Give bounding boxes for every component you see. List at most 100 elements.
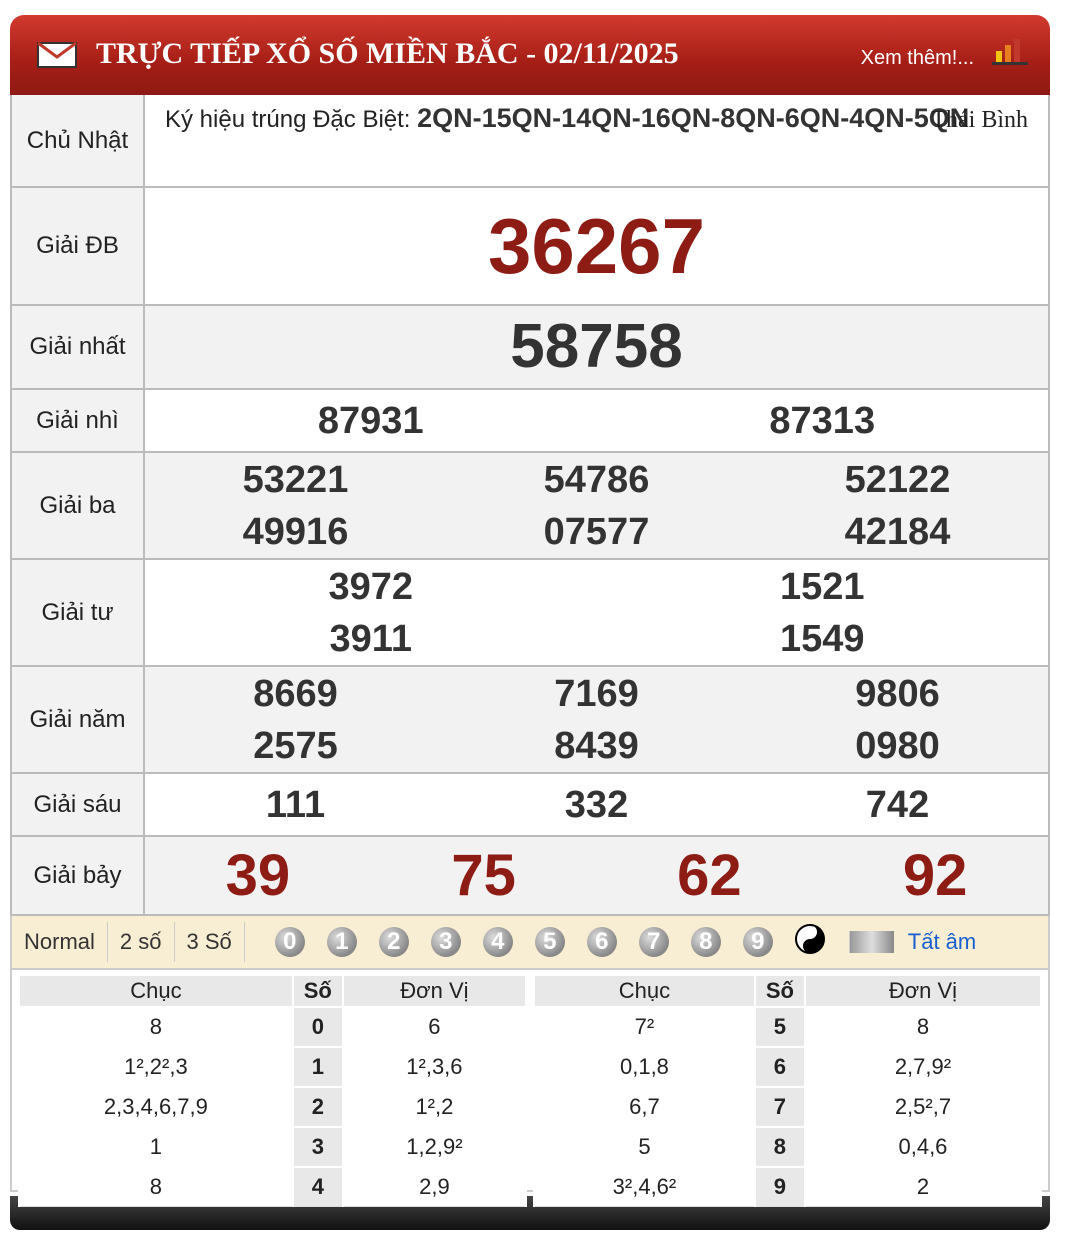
loto-chuc: 8: [18, 1006, 294, 1048]
prize-row: Giải tư 3972 1521 3911 1549: [12, 558, 1048, 665]
prize-number: 39: [225, 842, 291, 908]
prize-number: 52122: [844, 458, 951, 501]
loto-so: 8: [753, 1126, 806, 1168]
prize-label: Giải bảy: [12, 837, 145, 914]
loto-donvi: 2,9: [341, 1166, 528, 1207]
digit-ball[interactable]: 3: [430, 927, 461, 957]
prize-number: 8439: [554, 724, 639, 767]
loto-so: 7: [753, 1086, 806, 1128]
loto-so: 4: [291, 1166, 344, 1207]
prize-row: Giải năm 8669 7169 9806 2575 8439 0980: [12, 665, 1048, 772]
loto-so: 3: [291, 1126, 344, 1168]
prize-row: Giải ĐB 36267: [12, 186, 1048, 304]
prize-number: 54786: [543, 458, 650, 501]
prize-number: 2575: [253, 724, 338, 767]
prize-numbers: 36267: [145, 188, 1048, 304]
mute-button[interactable]: Tất âm: [907, 929, 977, 954]
prize-numbers: 87931 87313: [145, 390, 1048, 451]
prize-number: 8669: [253, 672, 338, 715]
prize-number: 0980: [855, 724, 940, 767]
loto-chuc: 6,7: [533, 1086, 756, 1128]
prize-number: 7169: [554, 672, 639, 715]
digit-ball[interactable]: 8: [690, 927, 721, 957]
prize-numbers: 3972 1521 3911 1549: [145, 560, 1048, 665]
prize-row: Giải bảy 39 75 62 92: [12, 835, 1048, 914]
prize-number: 1521: [779, 565, 865, 608]
day: Chủ Nhật: [12, 95, 145, 186]
digit-ball[interactable]: 9: [742, 927, 773, 957]
more-link[interactable]: Xem thêm!...: [860, 47, 974, 69]
prize-label: Giải ĐB: [12, 188, 145, 304]
loto-table: Chục Số Đơn Vị 8 0 6 1²,2²,3 1 1²,3,6 2,3,4,6,7,9…: [18, 974, 528, 1207]
prize-label: Giải tư: [12, 560, 145, 665]
prize-number: 87931: [317, 399, 424, 442]
prize-number: 58758: [510, 312, 683, 381]
loto-donvi: 1²,3,6: [341, 1046, 528, 1088]
prize-row: Giải nhất 58758: [12, 304, 1048, 388]
loto-so: 6: [753, 1046, 806, 1088]
prize-numbers: 111 332 742: [145, 774, 1048, 835]
loto-chuc: 5: [533, 1126, 756, 1168]
widget: TRỰC TIẾP XỔ SỐ MIỀN BẮC - 02/11/2025 Xe…: [10, 15, 1050, 1230]
digit-ball[interactable]: 1: [326, 927, 357, 957]
digit-ball[interactable]: 2: [378, 927, 409, 957]
loto-chuc: 2,3,4,6,7,9: [18, 1086, 294, 1128]
loto-header-cell: Đơn Vị: [341, 974, 528, 1008]
loto-header: Chục Số Đơn Vị: [18, 974, 528, 1008]
digit-ball[interactable]: 4: [482, 927, 513, 957]
yin-yang[interactable]: [794, 924, 825, 960]
loto-header-cell: Đơn Vị: [803, 974, 1043, 1008]
title: TRỰC TIẾP XỔ SỐ MIỀN BẮC - 02/11/2025: [96, 37, 679, 70]
loto-row: 7² 5 8: [533, 1006, 1043, 1048]
loto-chuc: 0,1,8: [533, 1046, 756, 1088]
prize-number: 07577: [543, 510, 650, 553]
loto-donvi: 2,5²,7: [803, 1086, 1043, 1128]
mode-button[interactable]: 3 Số: [175, 922, 245, 962]
mail-icon: [37, 41, 77, 68]
loto-chuc: 8: [18, 1166, 294, 1207]
mode-button[interactable]: Normal: [12, 922, 108, 962]
loto-row: 5 8 0,4,6: [533, 1126, 1043, 1168]
prize-number: 42184: [844, 510, 951, 553]
loto-chuc: 1²,2²,3: [18, 1046, 294, 1088]
loto-row: 6,7 7 2,5²,7: [533, 1086, 1043, 1128]
loto-header: Chục Số Đơn Vị: [533, 974, 1043, 1008]
digit-ball[interactable]: 6: [586, 927, 617, 957]
prize-number: 36267: [488, 202, 705, 290]
prize-number: 9806: [855, 672, 940, 715]
loto-row: 2,3,4,6,7,9 2 1²,2: [18, 1086, 528, 1128]
loto-header-cell: Số: [753, 974, 806, 1008]
prizes: Giải ĐB 36267 Giải nhất 58758 Giải nhì 87931 8…: [12, 186, 1048, 914]
prize-number: 111: [265, 783, 326, 826]
loto-so: 1: [291, 1046, 344, 1088]
prize-label: Giải nhất: [12, 306, 145, 388]
loto-row: 0,1,8 6 2,7,9²: [533, 1046, 1043, 1088]
digit-ball[interactable]: 5: [534, 927, 565, 957]
loto-header-cell: Chục: [18, 974, 294, 1008]
loto-donvi: 8: [803, 1006, 1043, 1048]
prize-number: 3911: [329, 617, 412, 660]
prize-row: Giải sáu 111 332 742: [12, 772, 1048, 835]
prize-number: 49916: [242, 510, 349, 553]
loto-row: 8 4 2,9: [18, 1166, 528, 1207]
province: Thái Bình: [931, 107, 1028, 133]
digit-ball[interactable]: 0: [274, 927, 305, 957]
loto-so: 0: [291, 1006, 344, 1048]
results-table: Chủ Nhật Ký hiệu trúng Đặc Biệt: 2QN-15Q…: [10, 95, 1050, 916]
prize-number: 3972: [328, 565, 414, 608]
toolbar: Normal 2 số 3 Số 0 1 2 3 4 5 6 7 8 9 Tất âm: [10, 916, 1050, 970]
loto-header-cell: Chục: [533, 974, 756, 1008]
symbol-label: Ký hiệu trúng Đặc Biệt:: [165, 106, 411, 133]
loto-donvi: 2: [803, 1166, 1043, 1207]
loto-donvi: 6: [341, 1006, 528, 1048]
mode-button[interactable]: 2 số: [108, 922, 175, 962]
digit-ball[interactable]: 7: [638, 927, 669, 957]
sound-icon: [848, 931, 894, 953]
loto-so: 2: [291, 1086, 344, 1128]
prize-number: 742: [865, 783, 930, 826]
loto-tables: Chục Số Đơn Vị 8 0 6 1²,2²,3 1 1²,3,6 2,3,4,6,7,9…: [10, 970, 1050, 1207]
loto-donvi: 2,7,9²: [803, 1046, 1043, 1088]
loto-chuc: 3²,4,6²: [533, 1166, 756, 1207]
loto-donvi: 1,2,9²: [341, 1126, 528, 1168]
